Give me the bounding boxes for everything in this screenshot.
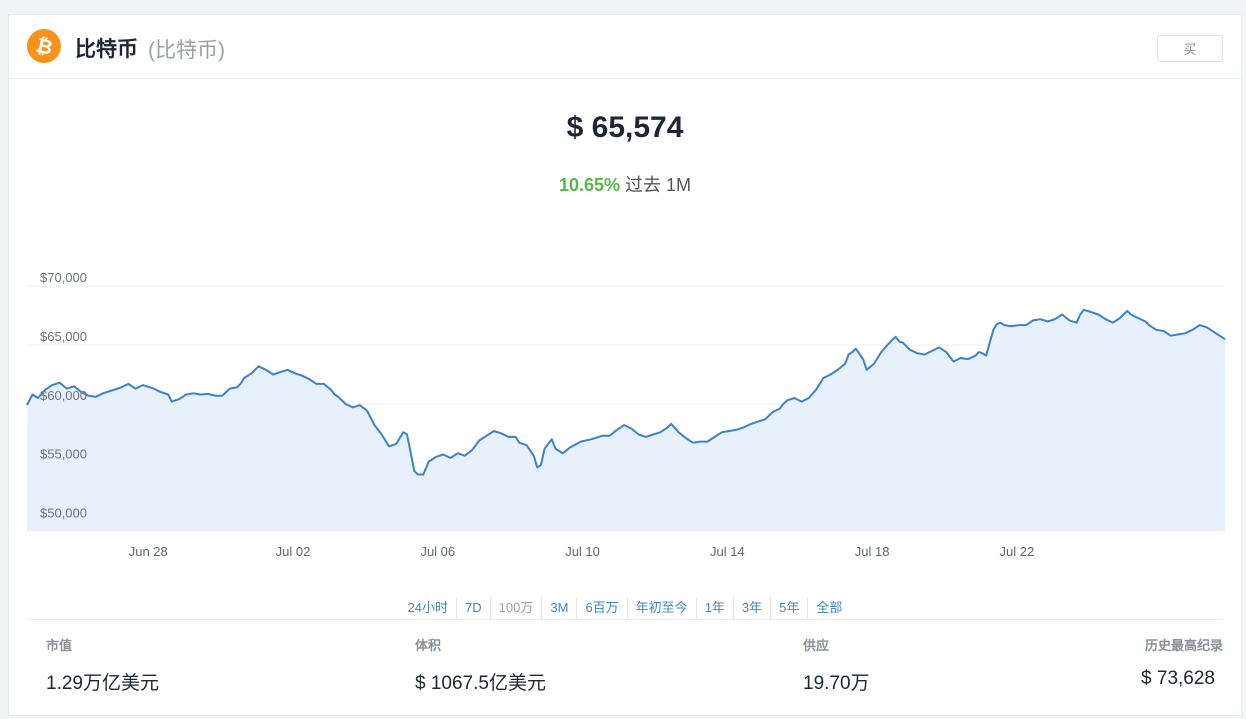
stat-label: 历史最高纪录 bbox=[1144, 638, 1223, 653]
price-line bbox=[26, 308, 1226, 476]
stat-label: 供应 bbox=[803, 638, 830, 653]
range-button[interactable]: 24小时 bbox=[400, 597, 458, 619]
range-button[interactable]: 5年 bbox=[771, 597, 809, 619]
range-button[interactable]: 100万 bbox=[491, 597, 543, 619]
change-period: 过去 1M bbox=[625, 175, 692, 195]
stat-label: 市值 bbox=[46, 638, 73, 653]
stat-value: 19.70万 bbox=[803, 673, 870, 694]
price-change: 10.65% 过去 1M bbox=[9, 171, 1241, 197]
price-chart[interactable]: $70,000 $65,000 $60,000 $55,000 $50,000 Jun 2… bbox=[9, 245, 1243, 575]
stat-label: 体积 bbox=[415, 638, 442, 653]
change-percent: 10.65% bbox=[558, 175, 621, 195]
range-button[interactable]: 3年 bbox=[734, 597, 772, 619]
card-header: ₿ 比特币 (比特币) 买 bbox=[9, 15, 1241, 79]
range-button[interactable]: 1年 bbox=[697, 597, 734, 619]
y-tick-label: $60,000 bbox=[40, 388, 87, 403]
y-tick-label: $55,000 bbox=[40, 447, 87, 462]
y-tick-label: $70,000 bbox=[40, 270, 87, 285]
price-chart-svg[interactable]: $70,000 $65,000 $60,000 $55,000 $50,000 Jun 2… bbox=[9, 245, 1243, 575]
stat-volume: 体积 $ 1067.5亿美元 bbox=[415, 635, 546, 695]
current-price: $ 65,574 bbox=[566, 111, 684, 144]
x-tick-label: Jul 22 bbox=[1000, 544, 1035, 559]
x-tick-label: Jul 02 bbox=[276, 544, 311, 559]
stat-all-time-high: 历史最高纪录 $ 73,628 bbox=[1141, 635, 1223, 690]
x-tick-label: Jun 28 bbox=[129, 544, 168, 559]
stat-value: 1.29万亿美元 bbox=[46, 673, 159, 694]
y-tick-label: $50,000 bbox=[40, 506, 87, 521]
stat-value: $ 73,628 bbox=[1141, 668, 1215, 689]
stat-supply: 供应 19.70万 bbox=[803, 635, 870, 695]
coin-name: 比特币 bbox=[75, 38, 138, 61]
x-tick-label: Jul 10 bbox=[565, 544, 600, 559]
range-button[interactable]: 7D bbox=[457, 597, 491, 619]
coin-symbol: (比特币) bbox=[148, 39, 225, 62]
stat-value: $ 1067.5亿美元 bbox=[415, 673, 546, 694]
range-button[interactable]: 3M bbox=[542, 597, 578, 619]
buy-button[interactable]: 买 bbox=[1157, 35, 1223, 62]
price-area bbox=[27, 309, 1225, 531]
x-tick-label: Jul 06 bbox=[420, 544, 455, 559]
x-tick-label: Jul 14 bbox=[710, 544, 745, 559]
bitcoin-icon: ₿ bbox=[27, 29, 61, 63]
x-tick-label: Jul 18 bbox=[855, 544, 890, 559]
coin-card: ₿ 比特币 (比特币) 买 $ 65,574 10.65% 过去 1M $70,… bbox=[8, 14, 1242, 716]
time-range-selector: 24小时 7D 100万 3M 6百万 年初至今 1年 3年 5年 全部 bbox=[9, 597, 1241, 619]
range-button[interactable]: 全部 bbox=[816, 600, 843, 615]
range-button[interactable]: 6百万 bbox=[577, 597, 628, 619]
y-tick-label: $65,000 bbox=[40, 329, 87, 344]
stat-market-cap: 市值 1.29万亿美元 bbox=[46, 635, 159, 695]
svg-text:₿: ₿ bbox=[34, 34, 55, 59]
divider bbox=[27, 619, 1223, 620]
range-button[interactable]: 年初至今 bbox=[628, 597, 697, 619]
